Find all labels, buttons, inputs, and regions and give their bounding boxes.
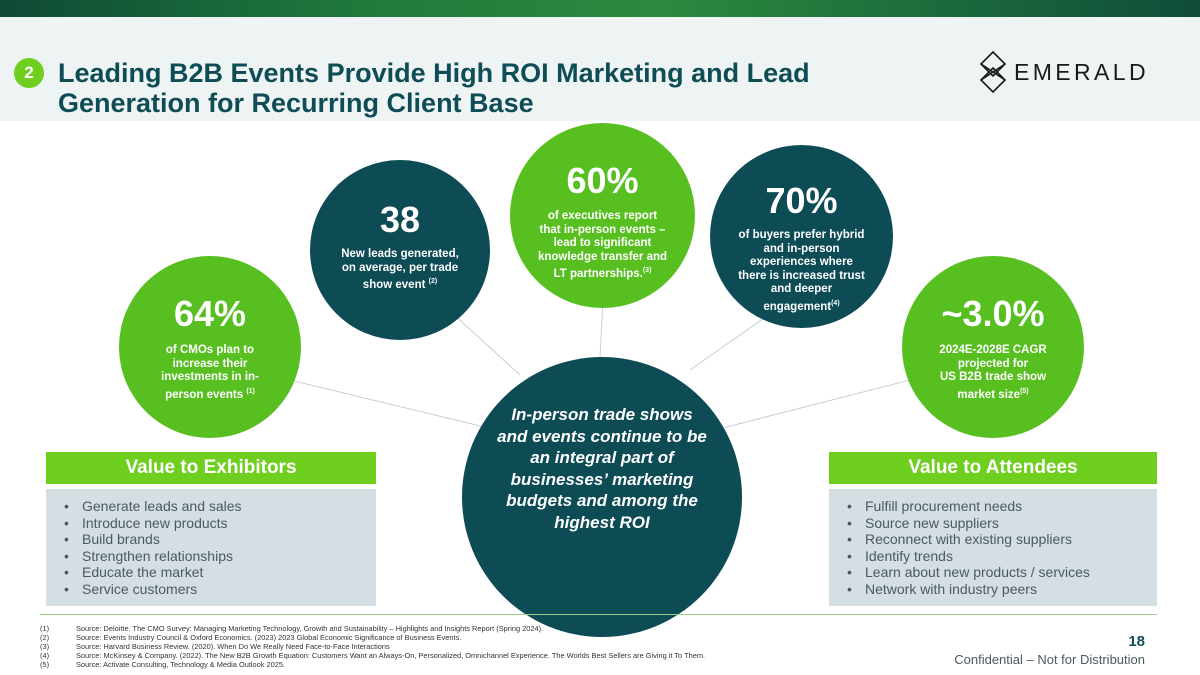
page-number: 18 [1128,633,1145,650]
footnote: (2) Source: Events Industry Council & Oxf… [40,633,462,642]
footer-divider [40,614,1157,615]
center-circle [462,357,742,637]
logo-wordmark: EMERALD [1014,59,1149,85]
page-title: Leading B2B Events Provide High ROI Mark… [58,58,810,118]
list-item: Source new suppliers [847,515,1157,532]
list-item: Generate leads and sales [64,498,376,515]
section-number-badge: 2 [14,58,44,88]
list-item: Fulfill procurement needs [847,498,1157,515]
confidential-notice: Confidential – Not for Distribution [954,652,1145,667]
list-item: Introduce new products [64,515,376,532]
stat-circle-buyers: 70% of buyers prefer hybrid and in-perso… [710,145,893,328]
stat-value: 60% [566,160,639,201]
footnote: (1) Source: Deloitte. The CMO Survey: Man… [40,624,544,633]
stat-description: of executives report that in-person even… [537,210,668,280]
list-item: Learn about new products / services [847,564,1157,581]
list-item: Strengthen relationships [64,548,376,565]
stat-description: of buyers prefer hybrid and in-person ex… [738,229,865,313]
stat-value: 38 [379,199,421,240]
footnote: (3) Source: Harvard Business Review. (202… [40,642,390,651]
list-item: Build brands [64,531,376,548]
stat-description: New leads generated, on average, per tra… [341,248,459,291]
list-item: Educate the market [64,564,376,581]
stat-circle-executives: 60% of executives report that in-person … [510,123,695,308]
stat-circle-leads: 38 New leads generated, on average, per … [310,160,490,340]
list-item: Reconnect with existing suppliers [847,531,1157,548]
stat-description: of CMOs plan to increase their investmen… [161,344,259,401]
list-item: Identify trends [847,548,1157,565]
attendees-heading: Value to Attendees [829,452,1157,484]
attendees-list: Fulfill procurement needs Source new sup… [829,489,1157,606]
footnotes: (1) Source: Deloitte. The CMO Survey: Man… [40,624,920,669]
stat-description: 2024E-2028E CAGR projected for US B2B tr… [939,344,1047,401]
center-statement: In-person trade shows and events continu… [497,405,707,532]
emerald-logo-icon [979,50,1007,94]
emerald-logo: EMERALD [978,50,1148,94]
footnote: (5) Source: Activate Consulting, Technolo… [40,660,285,669]
stat-circle-cagr: ~3.0% 2024E-2028E CAGR projected for US … [902,256,1084,438]
stat-value: 64% [173,293,247,334]
footnote: (4) Source: McKinsey & Company. (2022). T… [40,651,706,660]
stat-circle-cmos: 64% of CMOs plan to increase their inves… [119,256,301,438]
list-item: Network with industry peers [847,581,1157,598]
top-decorative-bar [0,0,1200,17]
stat-value: 70% [765,180,838,221]
list-item: Service customers [64,581,376,598]
exhibitors-list: Generate leads and sales Introduce new p… [46,489,376,606]
stat-value: ~3.0% [941,293,1045,334]
exhibitors-heading: Value to Exhibitors [46,452,376,484]
